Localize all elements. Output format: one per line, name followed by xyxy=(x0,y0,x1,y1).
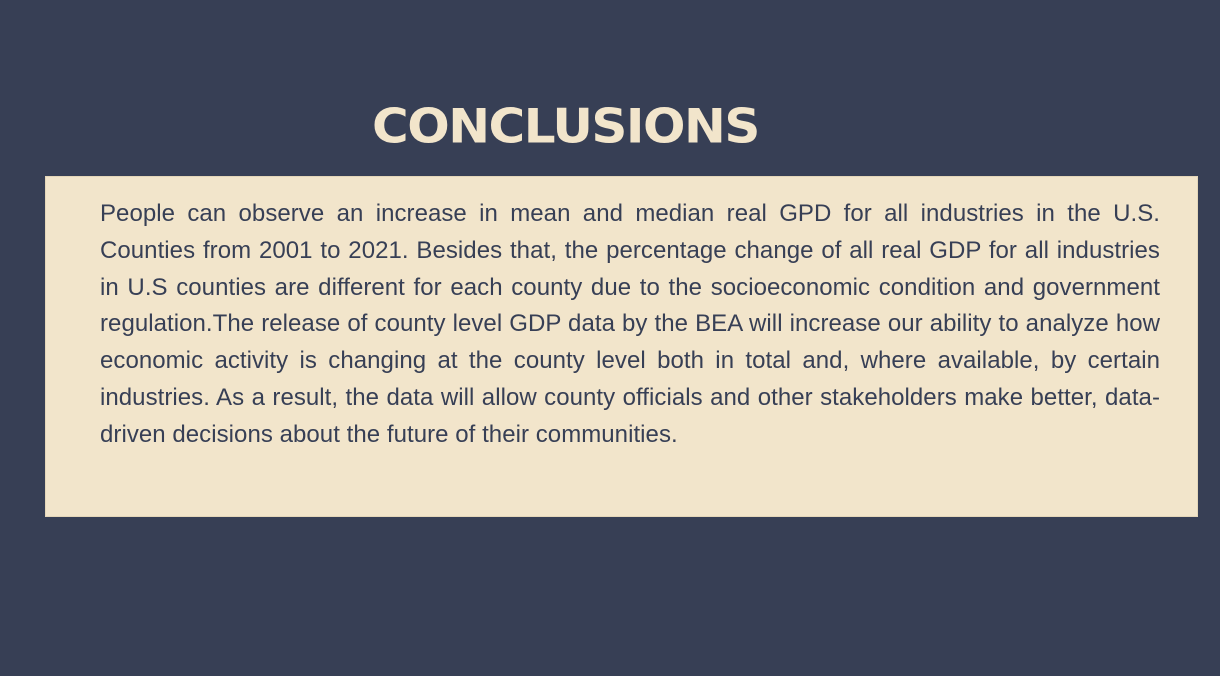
slide-title: CONCLUSIONS xyxy=(372,98,760,154)
conclusions-body-text: People can observe an increase in mean a… xyxy=(100,200,1160,448)
conclusions-panel: People can observe an increase in mean a… xyxy=(45,176,1198,517)
